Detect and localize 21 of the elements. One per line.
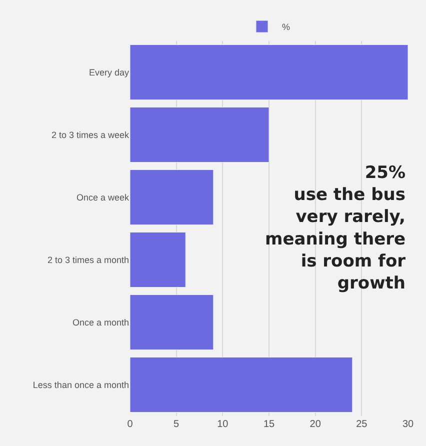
x-tick-label: 30	[402, 419, 414, 430]
x-tick-label: 10	[217, 419, 229, 430]
x-tick-label: 25	[356, 419, 368, 430]
x-tick-label: 0	[127, 419, 134, 430]
bar	[130, 107, 270, 162]
bar	[130, 357, 353, 412]
y-tick-label: Once a month	[72, 317, 129, 328]
bar	[130, 44, 408, 100]
y-tick-label: Once a week	[76, 192, 130, 202]
y-tick-label: 2 to 3 times a week	[51, 130, 130, 140]
bar	[130, 294, 214, 350]
y-tick-label: 2 to 3 times a month	[47, 254, 129, 265]
y-tick-label: Less than once a month	[32, 380, 129, 390]
y-tick-label: Every day	[88, 67, 130, 78]
bar	[130, 170, 214, 225]
x-tick-label: 15	[263, 419, 275, 430]
x-tick-label: 20	[310, 419, 322, 430]
annotation: 25% use the bus very rarely, meaning there is room for growth	[265, 163, 406, 294]
bar	[130, 232, 186, 288]
legend-label: %	[282, 22, 290, 32]
x-tick-label: 5	[174, 419, 180, 430]
